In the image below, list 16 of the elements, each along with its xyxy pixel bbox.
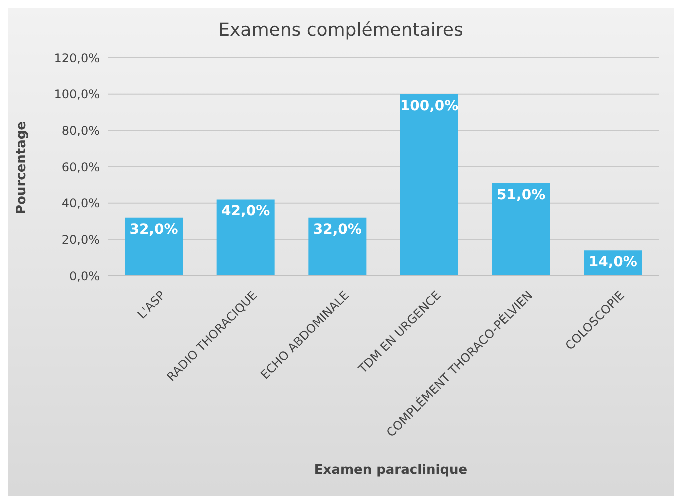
y-tick-label: 120,0%: [54, 51, 100, 66]
data-label: 100,0%: [400, 98, 459, 114]
data-label: 32,0%: [313, 222, 362, 238]
y-tick-label: 40,0%: [62, 196, 100, 211]
data-label: 51,0%: [497, 187, 546, 204]
x-axis-title: Examen paraclinique: [313, 463, 469, 478]
data-label: 42,0%: [222, 204, 270, 220]
data-label: 14,0%: [588, 254, 638, 271]
y-tick-label: 0,0%: [70, 269, 100, 284]
y-tick-label: 100,0%: [54, 88, 100, 102]
chart-title: Examens complémentaires: [218, 20, 464, 41]
y-tick-label: 60,0%: [62, 160, 100, 174]
y-tick-label: 20,0%: [62, 232, 100, 247]
y-tick-label: 80,0%: [62, 124, 100, 138]
y-axis-title: Pourcentage: [14, 121, 30, 215]
data-label: 32,0%: [130, 222, 178, 238]
